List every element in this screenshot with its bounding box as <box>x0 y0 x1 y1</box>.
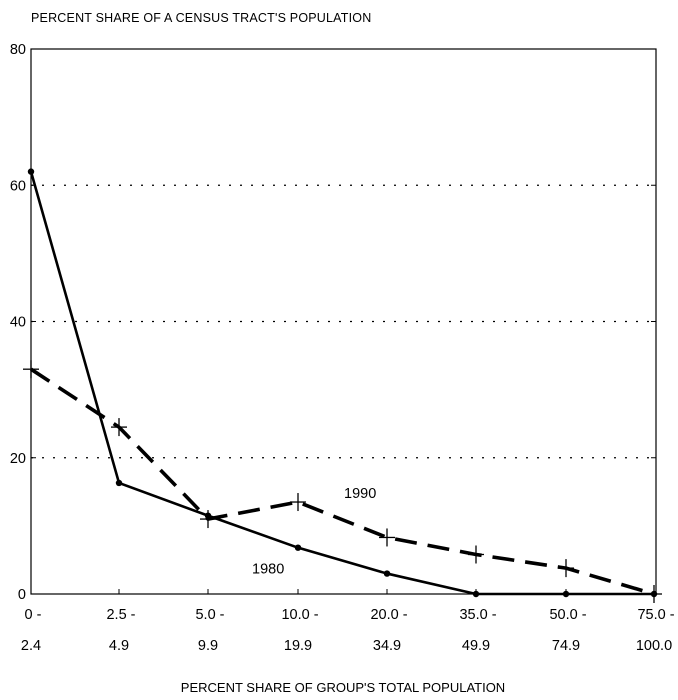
y-axis: 0 20 40 60 80 <box>10 42 656 603</box>
x-tick-label: 35.0 - <box>459 607 496 623</box>
data-point <box>562 590 570 598</box>
y-tick-label: 0 <box>18 587 26 603</box>
x-axis-title: PERCENT SHARE OF GROUP'S TOTAL POPULATIO… <box>181 680 505 695</box>
series-label: 1990 <box>344 486 376 502</box>
x-tick-label: 10.0 - <box>281 607 318 623</box>
x-tick-label: 5.0 - <box>195 607 224 623</box>
x-tick-label: 50.0 - <box>549 607 586 623</box>
plot-frame <box>30 48 657 595</box>
data-point <box>200 510 216 529</box>
x-tick-label: 74.9 <box>552 638 580 654</box>
data-point <box>27 168 35 175</box>
series-group: 1980 1990 <box>23 168 662 603</box>
x-tick-label: 19.9 <box>284 638 312 654</box>
data-point <box>468 545 484 564</box>
data-point <box>23 360 39 379</box>
data-point <box>472 590 480 598</box>
data-point <box>558 559 574 578</box>
data-point <box>111 418 127 437</box>
x-tick-label: 34.9 <box>373 638 401 654</box>
y-tick-label: 80 <box>10 42 26 58</box>
x-tick-label: 49.9 <box>462 638 490 654</box>
series-line-1980 <box>29 171 654 596</box>
x-tick-label: 2.5 - <box>106 607 135 623</box>
data-point <box>379 528 395 547</box>
x-tick-label: 0 - <box>25 607 42 623</box>
x-tick-label: 4.9 <box>109 638 129 654</box>
x-tick-label: 75.0 - <box>637 607 674 623</box>
y-tick-label: 20 <box>10 451 26 467</box>
data-point <box>646 585 662 603</box>
data-point <box>294 544 302 551</box>
chart-title: PERCENT SHARE OF A CENSUS TRACT'S POPULA… <box>31 11 371 25</box>
x-tick-label: 9.9 <box>198 638 218 654</box>
x-tick-label: 100.0 <box>636 638 672 654</box>
grid-lines <box>31 184 656 459</box>
series-label: 1980 <box>252 562 284 578</box>
x-tick-label: 20.0 - <box>370 607 407 623</box>
x-axis: 0 - 2.4 2.5 - 4.9 5.0 - 9.9 10.0 - 19.9 20.0 - 34… <box>21 589 675 654</box>
y-tick-label: 60 <box>10 178 26 194</box>
data-point <box>383 570 391 577</box>
data-point <box>115 479 123 487</box>
x-tick-label: 2.4 <box>21 638 41 654</box>
y-tick-label: 40 <box>10 315 26 331</box>
series-line-1990 <box>30 367 655 596</box>
data-point <box>290 493 306 512</box>
